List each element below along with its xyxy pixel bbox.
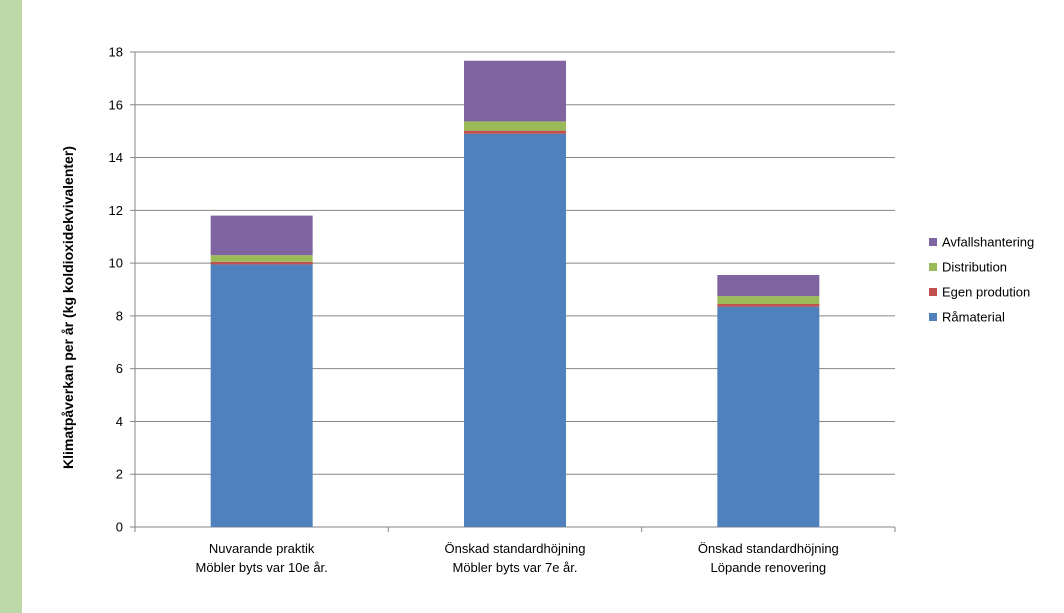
bar-segment-avfallshantering: [464, 60, 566, 122]
x-category-label: Löpande renovering: [711, 560, 827, 575]
bar-segment-r-material: [464, 133, 566, 528]
y-axis-title: Klimatpåverkan per år (kg koldioxidekviv…: [60, 146, 76, 469]
x-category-label: Önskad standardhöjning: [445, 541, 586, 556]
y-tick-label: 2: [116, 467, 123, 482]
bar-segment-r-material: [210, 264, 313, 527]
x-category-label: Möbler byts var 7e år.: [453, 560, 578, 575]
y-tick-label: 0: [116, 520, 123, 535]
bar-segment-distribution: [717, 296, 820, 305]
y-tick-label: 12: [109, 203, 123, 218]
y-tick-label: 16: [109, 97, 123, 112]
legend-label: Råmaterial: [942, 310, 1005, 325]
legend-label: Egen prodution: [942, 285, 1030, 300]
bar-segment-r-material: [717, 306, 820, 527]
bar-segment-avfallshantering: [717, 274, 820, 297]
legend-swatch: [929, 288, 937, 296]
bar-segment-egen-prodution: [210, 261, 313, 265]
bar-segment-avfallshantering: [210, 215, 313, 256]
legend-swatch: [929, 263, 937, 271]
legend-label: Avfallshantering: [942, 235, 1034, 250]
y-tick-label: 8: [116, 308, 123, 323]
x-category-label: Nuvarande praktik: [209, 541, 315, 556]
y-tick-label: 4: [116, 414, 123, 429]
bar-segment-distribution: [464, 121, 566, 131]
y-tick-label: 14: [109, 150, 123, 165]
legend-swatch: [929, 238, 937, 246]
y-tick-label: 6: [116, 361, 123, 376]
bar-segment-distribution: [210, 255, 313, 262]
y-tick-label: 18: [109, 45, 123, 60]
legend-swatch: [929, 313, 937, 321]
bar-segment-egen-prodution: [717, 304, 820, 307]
legend-label: Distribution: [942, 260, 1007, 275]
x-category-label: Möbler byts var 10e år.: [196, 560, 328, 575]
y-tick-label: 10: [109, 256, 123, 271]
x-category-label: Önskad standardhöjning: [698, 541, 839, 556]
bar-segment-egen-prodution: [464, 130, 566, 134]
